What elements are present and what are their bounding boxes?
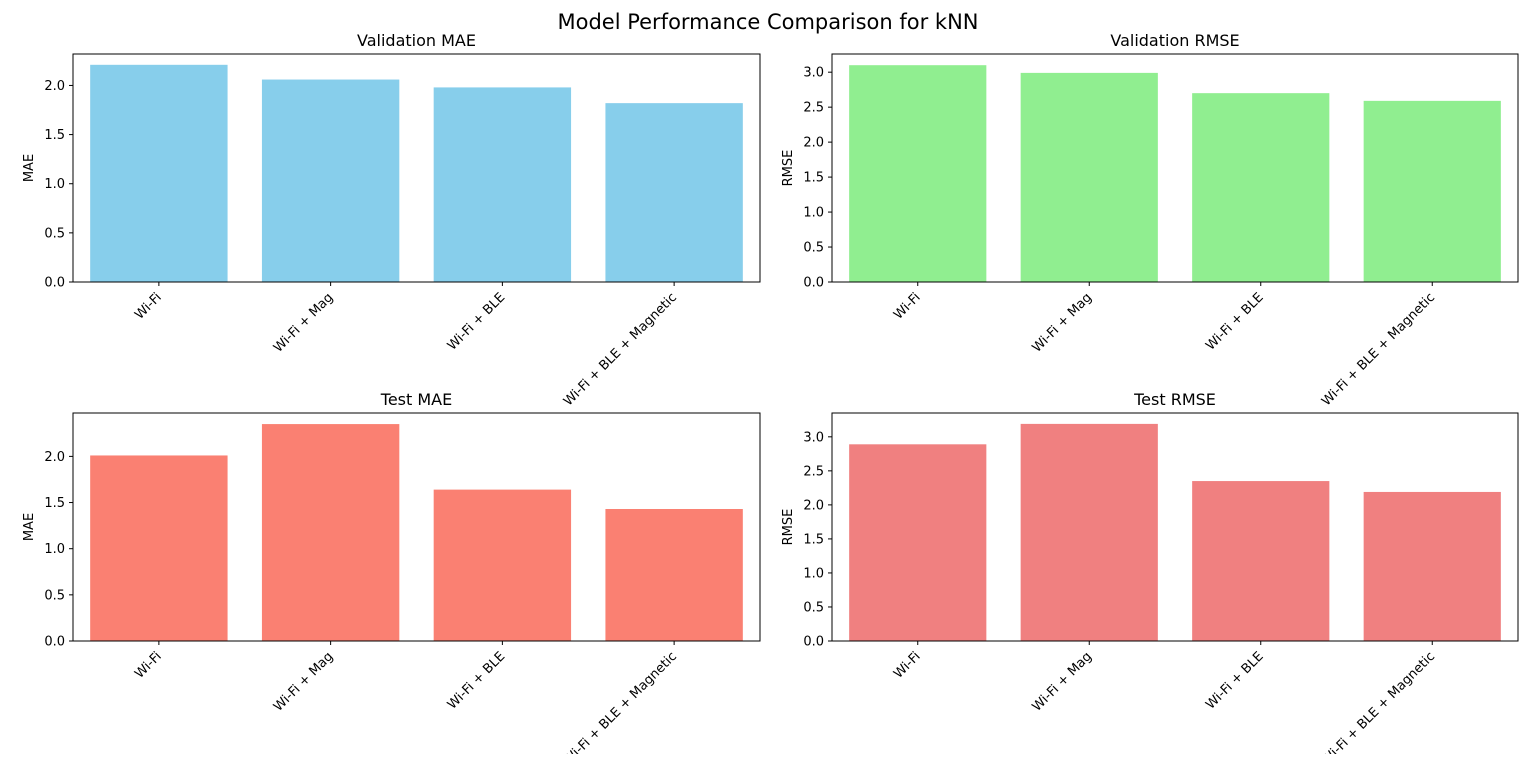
x-tick-label: Wi-Fi — [132, 649, 165, 682]
x-tick-label: Wi-Fi — [891, 649, 924, 682]
y-tick-label: 2.0 — [44, 450, 65, 465]
x-tick-label: Wi-Fi + BLE + Magnetic — [1319, 649, 1438, 754]
bar — [90, 455, 228, 641]
y-tick-label: 1.5 — [803, 171, 824, 186]
y-tick-label: 2.5 — [803, 101, 824, 116]
y-tick-label: 0.0 — [803, 635, 824, 650]
y-tick-label: 2.5 — [803, 464, 824, 479]
bar — [90, 64, 228, 282]
x-tick-label: Wi-Fi — [132, 290, 165, 323]
subplot-title: Validation MAE — [357, 31, 476, 50]
x-tick-label: Wi-Fi — [891, 290, 924, 323]
y-tick-label: 3.0 — [803, 430, 824, 445]
y-tick-label: 0.5 — [44, 226, 65, 241]
bar — [261, 424, 400, 641]
axes-frame — [831, 53, 1519, 283]
y-tick-label: 0.0 — [44, 635, 65, 650]
y-tick-label: 1.0 — [44, 542, 65, 557]
subplot-2: Validation RMSE RMSE 0.0 0.5 1.0 1.5 2.0 2.5 3.0… — [781, 31, 1519, 409]
x-tick-label: Wi-Fi + BLE — [445, 649, 508, 712]
bar — [1363, 100, 1501, 283]
bar — [1192, 481, 1330, 641]
bar — [433, 489, 572, 641]
axes-frame — [831, 412, 1519, 642]
x-tick-label: Wi-Fi + BLE + Magnetic — [1319, 290, 1438, 409]
bar — [1363, 491, 1501, 641]
y-tick-label: 2.0 — [44, 79, 65, 94]
y-tick-label: 1.0 — [803, 206, 824, 221]
bar — [1020, 423, 1158, 641]
bar — [1020, 72, 1158, 282]
bar — [433, 87, 572, 283]
y-tick-label: 0.5 — [803, 241, 824, 256]
y-tick-label: 0.0 — [803, 276, 824, 291]
y-axis-label: MAE — [22, 154, 37, 182]
axes-frame — [72, 412, 761, 642]
y-tick-label: 1.5 — [44, 496, 65, 511]
x-tick-label: Wi-Fi + Mag — [1030, 649, 1095, 714]
axes-frame — [72, 53, 761, 283]
y-tick-label: 1.0 — [44, 177, 65, 192]
figure-title: Model Performance Comparison for kNN — [557, 10, 979, 34]
bar — [605, 103, 743, 282]
y-axis-label: RMSE — [781, 150, 796, 187]
subplot-3: Test MAE MAE 0.0 0.5 1.0 1.5 2.0 Wi-Fi Wi-Fi + M… — [22, 390, 761, 758]
x-tick-label: Wi-Fi + BLE + Magnetic — [561, 649, 680, 754]
bar — [849, 65, 987, 282]
x-tick-label: Wi-Fi + Mag — [271, 649, 336, 714]
subplot-1: Validation MAE MAE 0.0 0.5 1.0 1.5 2.0 Wi-Fi Wi-… — [22, 31, 761, 409]
y-tick-label: 0.5 — [803, 600, 824, 615]
y-tick-label: 1.5 — [44, 128, 65, 143]
x-tick-label: Wi-Fi + BLE + Magnetic — [561, 290, 680, 409]
x-tick-label: Wi-Fi + BLE — [1203, 290, 1266, 353]
y-axis-label: MAE — [22, 513, 37, 541]
subplot-4: Test RMSE RMSE 0.0 0.5 1.0 1.5 2.0 2.5 3.0 Wi-Fi W… — [781, 390, 1519, 758]
subplot-title: Test RMSE — [1133, 390, 1216, 409]
subplot-title: Test MAE — [380, 390, 452, 409]
x-tick-label: Wi-Fi + BLE — [445, 290, 508, 353]
y-tick-label: 1.5 — [803, 532, 824, 547]
y-tick-label: 2.0 — [803, 498, 824, 513]
y-tick-label: 3.0 — [803, 66, 824, 81]
y-axis-label: RMSE — [781, 509, 796, 546]
y-tick-label: 0.5 — [44, 588, 65, 603]
x-tick-label: Wi-Fi + Mag — [271, 290, 336, 355]
y-tick-label: 0.0 — [44, 276, 65, 291]
x-tick-label: Wi-Fi + BLE — [1203, 649, 1266, 712]
bar — [849, 444, 987, 641]
y-tick-label: 2.0 — [803, 136, 824, 151]
bar — [1192, 93, 1330, 282]
bar — [605, 509, 743, 641]
bar — [261, 79, 400, 282]
x-tick-label: Wi-Fi + Mag — [1030, 290, 1095, 355]
subplot-title: Validation RMSE — [1110, 31, 1239, 50]
y-tick-label: 1.0 — [803, 566, 824, 581]
